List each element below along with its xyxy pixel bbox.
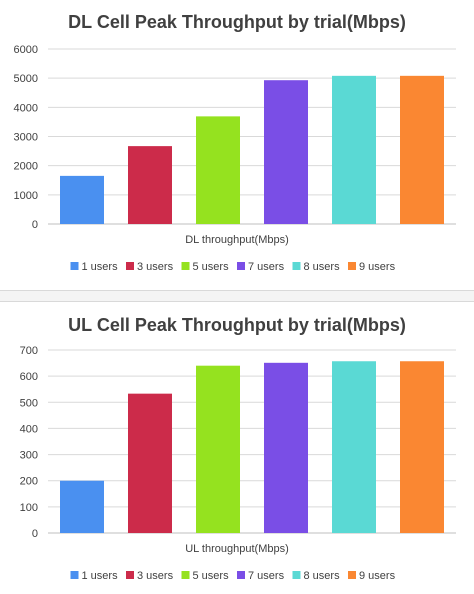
ul-chart-panel: UL Cell Peak Throughput by trial(Mbps) 0 1… xyxy=(0,302,474,594)
ul-y-tick-label: 0 xyxy=(32,528,38,540)
dl-bar-9-users xyxy=(400,75,444,224)
ul-legend-swatch xyxy=(292,571,301,579)
dl-y-tick-label: 3000 xyxy=(14,132,38,144)
ul-y-tick-label: 600 xyxy=(20,371,38,383)
dl-bar-8-users xyxy=(332,75,376,224)
ul-chart-title: UL Cell Peak Throughput by trial(Mbps) xyxy=(68,315,406,335)
ul-legend-label: 5 users xyxy=(193,570,230,582)
dl-legend-swatch xyxy=(237,262,245,270)
ul-bar-1-users xyxy=(60,480,104,533)
ul-legend-swatch xyxy=(237,571,245,579)
dl-legend-swatch xyxy=(181,262,190,270)
ul-legend-swatch xyxy=(348,571,356,579)
ul-legend-label: 3 users xyxy=(137,570,174,582)
ul-legend-label: 8 users xyxy=(304,570,341,582)
dl-y-tick-label: 6000 xyxy=(14,44,38,56)
ul-legend-label: 1 users xyxy=(82,570,119,582)
dl-legend-swatch xyxy=(126,262,134,270)
ul-y-tick-label: 500 xyxy=(20,397,38,409)
dl-legend-label: 5 users xyxy=(193,261,230,273)
dl-chart-title: DL Cell Peak Throughput by trial(Mbps) xyxy=(68,12,406,32)
ul-x-axis-label: UL throughput(Mbps) xyxy=(185,543,289,555)
dl-y-tick-label: 4000 xyxy=(14,102,38,114)
ul-bar-7-users xyxy=(264,362,308,533)
dl-legend-swatch xyxy=(70,262,79,270)
ul-bar-9-users xyxy=(400,361,444,533)
ul-legend-label: 9 users xyxy=(359,570,396,582)
ul-legend-swatch xyxy=(126,571,134,579)
dl-legend-label: 1 users xyxy=(82,261,119,273)
dl-bar-3-users xyxy=(128,146,172,224)
ul-bar-8-users xyxy=(332,361,376,533)
ul-chart: UL Cell Peak Throughput by trial(Mbps) 0 1… xyxy=(20,315,456,582)
dl-legend-label: 7 users xyxy=(248,261,285,273)
dl-legend-label: 9 users xyxy=(359,261,396,273)
dl-legend-swatch xyxy=(348,262,356,270)
ul-legend-label: 7 users xyxy=(248,570,285,582)
ul-y-tick-label: 700 xyxy=(20,345,38,357)
dl-y-tick-label: 5000 xyxy=(14,73,38,85)
dl-bar-7-users xyxy=(264,80,308,224)
dl-bar-5-users xyxy=(196,116,240,224)
dl-legend-label: 8 users xyxy=(304,261,341,273)
ul-y-tick-label: 300 xyxy=(20,450,38,462)
ul-legend-swatch xyxy=(181,571,190,579)
dl-x-axis-label: DL throughput(Mbps) xyxy=(185,234,289,246)
dl-y-tick-label: 0 xyxy=(32,219,38,231)
ul-y-tick-label: 100 xyxy=(20,502,38,514)
dl-legend-swatch xyxy=(292,262,301,270)
dl-chart-panel: DL Cell Peak Throughput by trial(Mbps) 0 1… xyxy=(0,0,474,290)
ul-bar-3-users xyxy=(128,393,172,533)
ul-y-tick-label: 400 xyxy=(20,423,38,435)
dl-bar-1-users xyxy=(60,175,104,224)
dl-y-tick-label: 2000 xyxy=(14,161,38,173)
ul-legend-swatch xyxy=(70,571,79,579)
ul-y-tick-label: 200 xyxy=(20,476,38,488)
dl-legend-label: 3 users xyxy=(137,261,174,273)
ul-bar-5-users xyxy=(196,365,240,533)
dl-chart: DL Cell Peak Throughput by trial(Mbps) 0 1… xyxy=(14,12,456,273)
dl-y-tick-label: 1000 xyxy=(14,190,38,202)
chart-divider xyxy=(0,290,474,302)
